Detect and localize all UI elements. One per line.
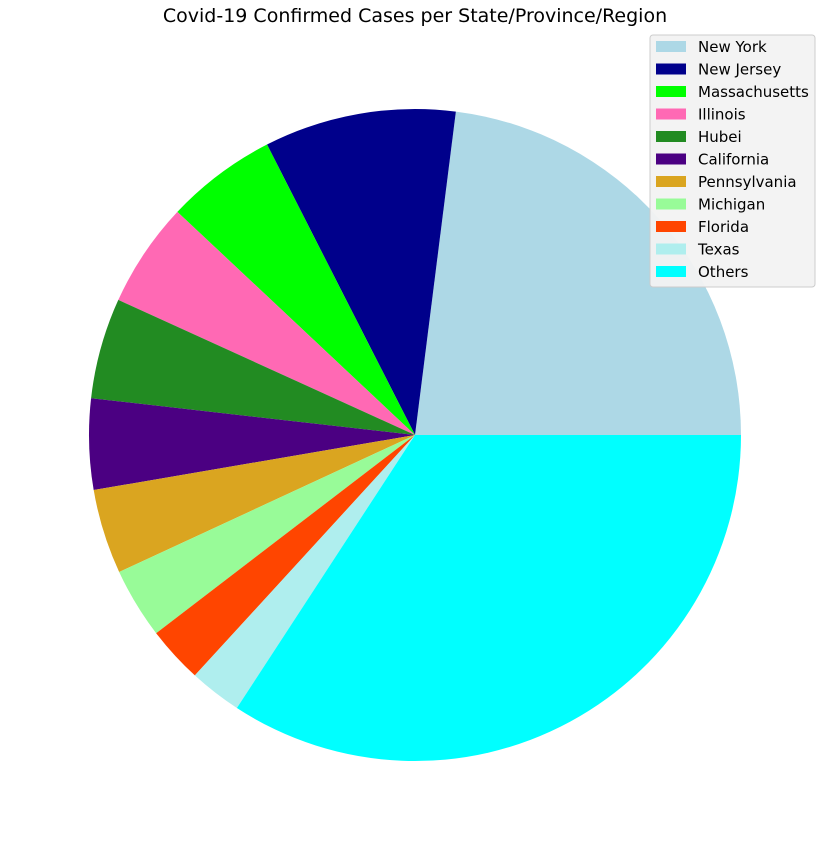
legend-label-illinois: Illinois <box>698 106 746 124</box>
pie-slice-new-york <box>415 111 741 435</box>
legend-label-california: California <box>698 151 769 169</box>
pie-slice-florida <box>156 435 415 676</box>
chart-title: Covid-19 Confirmed Cases per State/Provi… <box>163 5 667 27</box>
legend-swatch-california <box>656 153 686 165</box>
legend-entries: New York New Jersey Massachusetts Illinois H… <box>656 38 809 281</box>
legend-label-texas: Texas <box>697 241 740 259</box>
pie-slices <box>88 108 741 761</box>
legend-label-massachusetts: Massachusetts <box>698 83 809 101</box>
legend-frame <box>649 34 816 288</box>
legend-swatch-pennsylvania <box>656 176 686 187</box>
legend-swatch-texas <box>656 243 686 255</box>
legend-swatch-new-york <box>656 41 686 52</box>
legend-swatch-massachusetts <box>656 86 686 97</box>
pie-slice-pennsylvania <box>93 435 416 572</box>
pie-slice-texas <box>194 435 415 709</box>
legend-label-hubei: Hubei <box>698 128 742 146</box>
pie-slice-hubei <box>91 299 415 435</box>
legend-swatch-others <box>656 266 686 277</box>
legend: New York New Jersey Massachusetts Illinois H… <box>649 34 816 288</box>
legend-swatch-illinois <box>656 108 686 120</box>
pie-slice-new-jersey <box>267 108 456 435</box>
legend-swatch-michigan <box>656 198 686 210</box>
legend-swatch-new-jersey <box>656 63 686 75</box>
pie-slice-others <box>236 435 741 761</box>
legend-swatch-florida <box>656 221 686 232</box>
legend-label-pennsylvania: Pennsylvania <box>698 173 797 191</box>
pie-slice-illinois <box>118 211 415 435</box>
pie-slice-california <box>88 398 415 491</box>
legend-label-florida: Florida <box>698 218 749 236</box>
legend-label-others: Others <box>698 263 749 281</box>
pie-slice-michigan <box>119 435 415 634</box>
legend-swatch-hubei <box>656 131 686 142</box>
legend-label-new-jersey: New Jersey <box>698 61 781 79</box>
legend-label-new-york: New York <box>698 38 767 56</box>
pie-slice-massachusetts <box>177 144 415 435</box>
legend-label-michigan: Michigan <box>698 196 765 214</box>
